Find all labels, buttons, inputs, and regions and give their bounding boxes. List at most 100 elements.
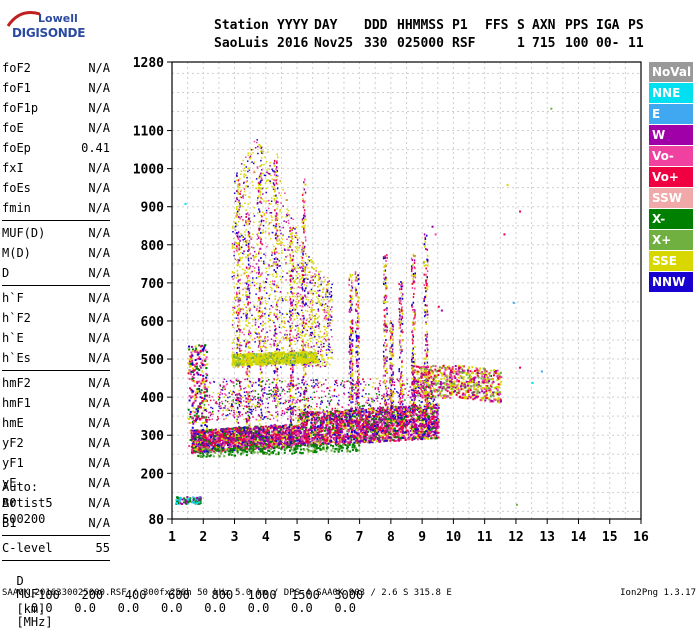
echo-point <box>424 246 426 248</box>
echo-point <box>424 309 426 311</box>
echo-point <box>258 318 260 320</box>
echo-point <box>264 313 266 315</box>
echo-point <box>268 264 270 266</box>
echo-point <box>301 270 303 272</box>
echo-point <box>265 360 267 362</box>
echo-point <box>294 319 296 321</box>
echo-point <box>276 243 278 245</box>
echo-point <box>296 362 298 364</box>
echo-point <box>304 179 306 181</box>
echo-point <box>329 306 331 308</box>
echo-point <box>350 360 352 362</box>
echo-point <box>268 353 270 355</box>
echo-point <box>291 238 293 240</box>
echo-point <box>275 261 277 263</box>
echo-point <box>350 304 352 306</box>
echo-point <box>289 337 291 339</box>
echo-point <box>426 340 428 342</box>
echo-point <box>280 279 282 281</box>
echo-point <box>313 357 315 359</box>
echo-point <box>275 257 277 259</box>
echo-point <box>297 340 299 342</box>
echo-point <box>252 279 254 281</box>
echo-point <box>314 322 316 324</box>
echo-point <box>330 315 332 317</box>
echo-point <box>244 304 246 306</box>
echo-point <box>331 316 333 318</box>
echo-point <box>391 367 393 369</box>
echo-point <box>309 282 311 284</box>
echo-point <box>298 327 300 329</box>
echo-point <box>427 311 429 313</box>
echo-point <box>314 352 316 354</box>
echo-point <box>355 279 357 281</box>
echo-point <box>322 350 324 352</box>
echo-point <box>298 337 300 339</box>
echo-point <box>252 325 254 327</box>
echo-point <box>234 306 236 308</box>
echo-point <box>297 239 299 241</box>
echo-point <box>281 322 283 324</box>
echo-point <box>240 233 242 235</box>
echo-point <box>286 362 288 364</box>
echo-point <box>303 303 305 305</box>
echo-point <box>427 270 429 272</box>
echo-point <box>402 312 404 314</box>
echo-point <box>358 307 360 309</box>
echo-point <box>314 433 316 435</box>
echo-point <box>273 225 275 227</box>
echo-point <box>307 262 309 264</box>
echo-point <box>252 255 254 256</box>
echo-point <box>303 214 305 216</box>
echo-points <box>175 108 552 506</box>
echo-point <box>352 330 354 332</box>
echo-point <box>256 277 258 279</box>
echo-point <box>271 361 273 363</box>
echo-point <box>307 296 309 298</box>
echo-point <box>351 304 353 306</box>
echo-point <box>273 189 275 191</box>
echo-point <box>263 230 265 232</box>
echo-point <box>293 364 295 366</box>
echo-point <box>248 168 250 170</box>
echo-point <box>309 307 311 309</box>
echo-point <box>392 328 394 330</box>
echo-point <box>385 349 387 351</box>
echo-point <box>295 344 297 346</box>
echo-point <box>248 296 250 298</box>
echo-point <box>321 336 323 338</box>
echo-point <box>260 151 262 153</box>
echo-point <box>310 332 312 334</box>
echo-point <box>296 294 298 296</box>
echo-point <box>280 195 282 197</box>
echo-point <box>292 313 294 315</box>
echo-point <box>304 290 306 292</box>
echo-point <box>270 312 272 314</box>
echo-point <box>245 357 247 359</box>
echo-point <box>286 239 288 241</box>
echo-point <box>238 328 240 330</box>
echo-point <box>260 289 262 291</box>
echo-point <box>238 253 240 255</box>
echo-point <box>414 359 416 361</box>
echo-point <box>392 372 394 374</box>
echo-point <box>384 375 386 377</box>
echo-point <box>248 317 250 319</box>
echo-point <box>236 292 238 294</box>
echo-point <box>313 349 315 351</box>
echo-point <box>305 218 307 220</box>
echo-point <box>266 212 268 214</box>
echo-point <box>305 262 307 264</box>
echo-point <box>299 323 301 325</box>
echo-point <box>277 187 279 189</box>
echo-point <box>247 280 249 282</box>
echo-point <box>236 190 238 192</box>
echo-point <box>275 263 277 265</box>
echo-point <box>247 304 249 306</box>
echo-point <box>385 279 387 281</box>
echo-point <box>236 242 238 244</box>
echo-point <box>242 219 244 221</box>
echo-point <box>269 326 271 328</box>
echo-point <box>295 329 297 331</box>
echo-point <box>411 274 413 276</box>
